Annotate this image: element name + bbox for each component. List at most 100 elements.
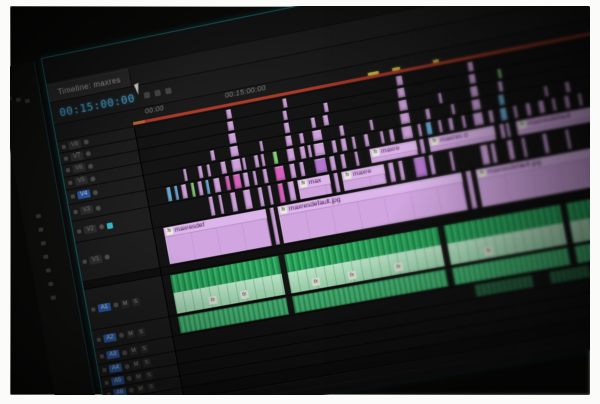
track-lock-icon[interactable] — [104, 380, 109, 385]
clip[interactable] — [497, 68, 503, 79]
clip[interactable] — [521, 137, 528, 158]
clip[interactable] — [418, 138, 426, 154]
track-output-icon[interactable] — [95, 204, 102, 211]
speaker-icon[interactable] — [124, 363, 130, 370]
clip[interactable] — [448, 151, 456, 171]
solo-button[interactable]: S — [131, 296, 141, 307]
clip[interactable] — [395, 75, 404, 86]
track-lock-icon[interactable] — [82, 258, 87, 264]
clip[interactable] — [354, 151, 360, 167]
clip[interactable] — [224, 175, 232, 191]
track-lock-icon[interactable] — [70, 194, 76, 199]
clip[interactable] — [339, 153, 347, 169]
solo-button[interactable]: S — [136, 327, 146, 337]
clip[interactable] — [260, 153, 266, 167]
clip[interactable] — [472, 112, 485, 127]
clip[interactable] — [230, 158, 242, 173]
mute-button[interactable]: M — [120, 298, 130, 308]
wrench-icon[interactable] — [143, 91, 151, 99]
source-patch-badge[interactable]: A1 — [97, 302, 112, 313]
clip[interactable] — [397, 99, 409, 112]
clip[interactable] — [299, 146, 307, 160]
clip[interactable] — [298, 133, 305, 144]
track-lock-icon[interactable] — [76, 228, 82, 234]
clip[interactable] — [242, 189, 253, 210]
snap-icon[interactable] — [154, 89, 162, 97]
track-lock-icon[interactable] — [99, 354, 105, 359]
clip[interactable] — [228, 132, 237, 145]
track-lock-icon[interactable] — [73, 209, 78, 215]
clip[interactable] — [424, 108, 431, 120]
clip[interactable] — [489, 143, 498, 164]
clip[interactable] — [242, 172, 250, 188]
clip[interactable] — [351, 136, 357, 150]
clip[interactable] — [512, 105, 519, 119]
clip[interactable] — [497, 81, 504, 92]
clip[interactable] — [333, 172, 341, 193]
mute-button[interactable]: M — [136, 384, 146, 394]
clip[interactable] — [397, 160, 406, 181]
clip[interactable] — [479, 144, 491, 166]
clip[interactable] — [212, 177, 222, 193]
clip[interactable] — [307, 144, 313, 158]
clip[interactable] — [399, 112, 411, 125]
clip[interactable] — [388, 129, 395, 142]
track-lock-icon[interactable] — [96, 337, 102, 342]
track-output-icon[interactable] — [85, 150, 92, 157]
solo-button[interactable]: S — [144, 370, 154, 380]
clip[interactable] — [537, 100, 546, 114]
source-patch-badge[interactable]: A6 — [112, 387, 127, 395]
source-patch-badge[interactable]: V7 — [69, 150, 84, 162]
speaker-icon[interactable] — [121, 349, 128, 356]
clip[interactable] — [197, 181, 204, 196]
clip[interactable] — [272, 151, 279, 165]
clip[interactable] — [447, 117, 455, 131]
clip[interactable] — [209, 150, 216, 161]
clip[interactable] — [257, 187, 265, 207]
clip[interactable] — [219, 161, 228, 175]
clip[interactable] — [396, 87, 406, 98]
clip[interactable] — [287, 181, 297, 202]
clip[interactable] — [505, 122, 512, 138]
source-patch-badge[interactable]: V1 — [88, 254, 103, 265]
clip[interactable] — [487, 110, 495, 124]
clip[interactable] — [252, 170, 258, 186]
track-lock-icon[interactable] — [102, 367, 107, 373]
clip[interactable] — [259, 140, 264, 152]
clip[interactable] — [281, 98, 288, 108]
solo-button[interactable]: S — [139, 344, 149, 354]
clip[interactable] — [461, 115, 467, 129]
clip[interactable] — [182, 168, 188, 182]
clip[interactable] — [241, 157, 247, 170]
clip[interactable] — [379, 131, 385, 144]
clip[interactable] — [450, 103, 456, 115]
clip[interactable] — [197, 165, 204, 179]
clip[interactable] — [226, 120, 235, 132]
source-patch-badge[interactable]: A5 — [110, 375, 125, 386]
track-output-icon[interactable] — [89, 175, 96, 182]
clip[interactable] — [467, 61, 474, 72]
clip[interactable] — [286, 148, 296, 162]
clip[interactable] — [499, 107, 508, 121]
clip[interactable] — [165, 187, 173, 202]
clip[interactable] — [338, 125, 345, 137]
source-patch-badge[interactable]: V8 — [67, 139, 82, 150]
track-lock-icon[interactable] — [91, 306, 96, 312]
clip[interactable] — [412, 156, 428, 178]
clip[interactable] — [369, 119, 374, 131]
clip[interactable] — [543, 86, 549, 97]
track-lock-icon[interactable] — [106, 391, 112, 395]
clip[interactable] — [205, 179, 211, 195]
clip[interactable] — [225, 109, 233, 119]
track-output-icon[interactable] — [104, 254, 111, 260]
clip[interactable] — [328, 155, 337, 171]
clip[interactable] — [331, 140, 338, 153]
solo-button[interactable]: S — [142, 358, 152, 368]
clip[interactable] — [190, 182, 196, 197]
clip[interactable] — [468, 73, 477, 85]
clip[interactable] — [541, 133, 550, 154]
clip[interactable] — [262, 168, 269, 184]
clip[interactable] — [274, 165, 286, 182]
clip[interactable] — [232, 173, 243, 189]
clip[interactable] — [564, 129, 572, 150]
